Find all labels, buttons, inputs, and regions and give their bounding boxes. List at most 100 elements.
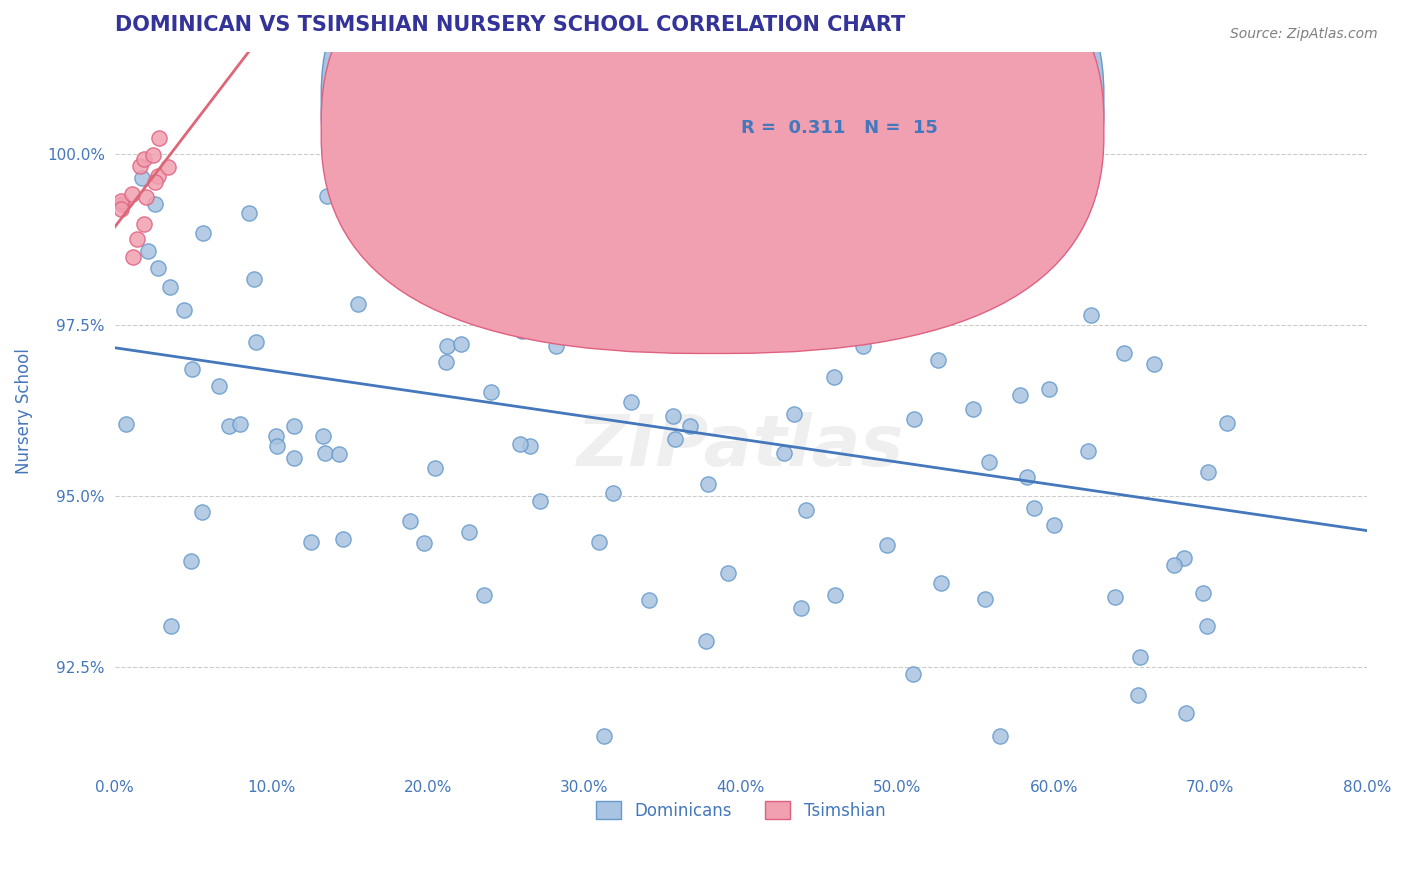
Point — [143, 175, 166, 189]
Point — [780, 335, 803, 350]
Text: DOMINICAN VS TSIMSHIAN NURSERY SCHOOL CORRELATION CHART: DOMINICAN VS TSIMSHIAN NURSERY SCHOOL CO… — [115, 15, 905, 35]
Point — [807, 323, 830, 337]
Point — [474, 588, 496, 602]
Point — [1015, 469, 1038, 483]
Text: ZIPatlas: ZIPatlas — [576, 412, 904, 482]
Point — [876, 538, 898, 552]
Legend: Dominicans, Tsimshian: Dominicans, Tsimshian — [589, 795, 891, 826]
Point — [1197, 465, 1219, 479]
Point — [664, 432, 686, 446]
Point — [110, 202, 132, 217]
Point — [697, 477, 720, 491]
Point — [1024, 501, 1046, 516]
Point — [315, 189, 337, 203]
Point — [974, 267, 997, 281]
Point — [852, 339, 875, 353]
Text: R = -0.246   N = 105: R = -0.246 N = 105 — [741, 94, 945, 112]
Point — [773, 446, 796, 460]
FancyBboxPatch shape — [672, 77, 1073, 153]
Point — [423, 460, 446, 475]
Point — [679, 418, 702, 433]
Point — [1143, 357, 1166, 371]
Point — [129, 159, 152, 173]
Point — [191, 505, 214, 519]
Point — [1008, 388, 1031, 402]
Point — [1042, 518, 1064, 533]
Point — [229, 417, 252, 432]
Point — [1175, 706, 1198, 720]
Y-axis label: Nursery School: Nursery School — [15, 348, 32, 474]
Point — [927, 353, 949, 368]
Text: Source: ZipAtlas.com: Source: ZipAtlas.com — [1230, 27, 1378, 41]
Point — [457, 255, 479, 269]
Point — [692, 232, 714, 246]
Point — [685, 228, 707, 243]
Point — [662, 409, 685, 424]
Point — [132, 152, 155, 166]
Point — [314, 445, 336, 459]
Point — [458, 524, 481, 539]
Point — [121, 187, 143, 202]
Point — [173, 303, 195, 318]
Point — [721, 232, 744, 246]
Point — [450, 337, 472, 351]
Point — [159, 280, 181, 294]
Point — [903, 411, 925, 425]
Point — [238, 206, 260, 220]
Point — [148, 130, 170, 145]
Point — [110, 194, 132, 208]
Point — [245, 334, 267, 349]
Point — [132, 217, 155, 231]
Point — [218, 419, 240, 434]
Point — [1126, 688, 1149, 702]
Point — [1173, 550, 1195, 565]
Point — [695, 634, 717, 648]
Point — [1216, 416, 1239, 430]
Point — [328, 447, 350, 461]
Point — [136, 244, 159, 258]
Point — [790, 601, 813, 615]
Point — [121, 250, 143, 264]
Point — [588, 535, 610, 549]
Point — [779, 194, 801, 209]
Point — [973, 591, 995, 606]
Point — [1129, 650, 1152, 665]
Point — [157, 160, 180, 174]
Point — [450, 221, 472, 235]
Point — [264, 428, 287, 442]
Point — [434, 355, 457, 369]
Point — [127, 232, 149, 246]
Point — [332, 532, 354, 546]
Point — [266, 439, 288, 453]
Point — [191, 226, 214, 240]
Point — [242, 271, 264, 285]
Point — [1197, 618, 1219, 632]
Point — [901, 667, 924, 681]
Point — [544, 339, 567, 353]
Point — [181, 362, 204, 376]
Point — [908, 273, 931, 287]
Point — [436, 339, 458, 353]
Point — [519, 439, 541, 453]
Point — [207, 378, 229, 392]
Point — [973, 276, 995, 290]
Text: R =  0.311   N =  15: R = 0.311 N = 15 — [741, 119, 938, 137]
Point — [114, 417, 136, 431]
Point — [1163, 558, 1185, 573]
Point — [927, 286, 949, 301]
Point — [1077, 444, 1099, 458]
Point — [783, 407, 806, 421]
Point — [330, 127, 353, 141]
Point — [638, 593, 661, 607]
Point — [962, 402, 984, 417]
Point — [1192, 586, 1215, 600]
Point — [135, 190, 157, 204]
Point — [620, 394, 643, 409]
Point — [111, 197, 134, 211]
Point — [398, 515, 420, 529]
Point — [479, 384, 502, 399]
Point — [412, 536, 434, 550]
Point — [142, 148, 165, 162]
Point — [823, 370, 845, 384]
Point — [979, 455, 1001, 469]
